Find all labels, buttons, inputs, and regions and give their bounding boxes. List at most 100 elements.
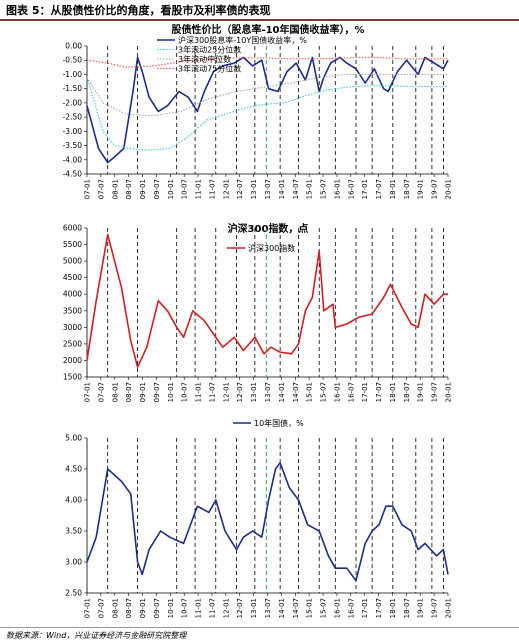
x-tick-label: 19-01 (417, 179, 425, 199)
x-tick-label: 18-07 (403, 382, 411, 402)
x-tick-label: 09-07 (153, 179, 161, 199)
footer-divider (0, 627, 519, 628)
x-tick-label: 12-01 (222, 382, 230, 402)
y-tick-label: -0.50 (63, 56, 83, 65)
x-tick-label: 10-07 (181, 179, 189, 199)
x-tick-label: 17-01 (361, 598, 369, 618)
y-tick-label: 6000 (63, 224, 82, 233)
x-tick-label: 07-01 (84, 598, 92, 618)
y-tick-label: -4.00 (63, 155, 83, 164)
series-line-2-1 (86, 233, 448, 368)
y-tick-label: 3.00 (65, 558, 82, 567)
x-tick-label: 17-07 (375, 382, 383, 402)
y-tick-label: -4.50 (63, 170, 83, 179)
x-tick-label: 12-01 (222, 179, 230, 199)
x-tick-label: 08-07 (125, 598, 133, 618)
x-tick-label: 15-07 (320, 382, 328, 402)
x-tick-label: 14-01 (278, 598, 286, 618)
x-tick-label: 12-07 (236, 179, 244, 199)
x-tick-label: 11-07 (208, 382, 216, 402)
x-tick-label: 13-01 (250, 179, 258, 199)
y-tick-label: 4.50 (65, 465, 82, 474)
x-tick-label: 09-01 (139, 598, 147, 618)
y-tick-label: -3.00 (63, 127, 83, 136)
x-tick-label: 20-01 (445, 382, 453, 402)
x-tick-label: 17-07 (375, 179, 383, 199)
x-tick-label: 18-01 (389, 598, 397, 618)
x-tick-label: 13-01 (250, 598, 258, 618)
chart-1-title: 股债性价比（股息率-10年国债收益率），% (171, 23, 364, 36)
x-tick-label: 12-01 (222, 598, 230, 618)
x-tick-label: 15-01 (306, 179, 314, 199)
x-tick-label: 19-07 (431, 382, 439, 402)
x-tick-label: 09-01 (139, 179, 147, 199)
series-line-3-1 (86, 461, 449, 582)
y-tick-label: 3.50 (65, 527, 82, 536)
x-tick-label: 16-07 (347, 382, 355, 402)
y-tick-label: 2.50 (65, 589, 82, 598)
x-tick-label: 09-01 (139, 382, 147, 402)
x-tick-label: 13-07 (264, 382, 272, 402)
y-tick-label: 3000 (63, 323, 82, 332)
legend-label: 3年滚动25分位数 (178, 45, 241, 55)
x-tick-label: 14-07 (292, 179, 300, 199)
y-tick-label: 2000 (63, 356, 82, 365)
x-tick-label: 19-07 (431, 179, 439, 199)
series-line-1-2 (86, 77, 448, 151)
x-tick-label: 11-01 (195, 598, 203, 618)
y-tick-label: -3.50 (63, 141, 83, 150)
legend-label: 3年滚动75分位数 (178, 64, 241, 74)
x-tick-label: 16-07 (347, 179, 355, 199)
x-tick-label: 07-01 (84, 382, 92, 402)
x-tick-label: 07-07 (97, 382, 105, 402)
y-tick-label: 2500 (63, 339, 82, 348)
series-line-1-4 (86, 56, 448, 68)
series-line-1-3 (86, 73, 448, 117)
x-tick-label: 10-01 (167, 382, 175, 402)
y-tick-label: 3500 (63, 306, 82, 315)
x-tick-label: 08-07 (125, 179, 133, 199)
figure-header (0, 0, 519, 21)
x-tick-label: 11-01 (195, 382, 203, 402)
x-tick-label: 17-01 (361, 179, 369, 199)
x-tick-label: 16-07 (347, 598, 355, 618)
y-tick-label: 4500 (63, 273, 82, 282)
x-tick-label: 15-07 (320, 598, 328, 618)
y-tick-label: -1.50 (63, 84, 83, 93)
x-tick-label: 20-01 (445, 179, 453, 199)
figure-source: 数据来源：Wind，兴业证券经济与金融研究院整理 (6, 631, 187, 640)
x-tick-label: 15-01 (306, 598, 314, 618)
x-tick-label: 15-07 (320, 179, 328, 199)
x-tick-label: 18-01 (389, 179, 397, 199)
x-tick-label: 18-07 (403, 179, 411, 199)
y-tick-label: 1500 (63, 373, 82, 382)
chart-2-title: 沪深300指数，点 (228, 222, 309, 235)
x-tick-label: 17-01 (361, 382, 369, 402)
x-tick-label: 13-07 (264, 598, 272, 618)
x-tick-label: 07-01 (84, 179, 92, 199)
x-tick-label: 11-07 (208, 179, 216, 199)
x-tick-label: 10-07 (181, 598, 189, 618)
x-tick-label: 10-01 (167, 598, 175, 618)
x-tick-label: 14-01 (278, 382, 286, 402)
x-tick-label: 08-01 (111, 179, 119, 199)
y-tick-label: -1.00 (63, 70, 83, 79)
x-tick-label: 19-01 (417, 382, 425, 402)
x-tick-label: 11-01 (195, 179, 203, 199)
y-tick-label: 5.00 (65, 434, 82, 443)
y-tick-label: 5500 (63, 240, 82, 249)
y-tick-label: 4000 (63, 290, 82, 299)
series-line-1-1 (86, 56, 449, 164)
figure-title: 图表 5：从股债性价比的角度，看股市及利率债的表现 (6, 4, 271, 17)
legend-label: 3年滚动中位数 (178, 54, 231, 64)
x-tick-label: 12-07 (236, 382, 244, 402)
y-tick-label: 0.00 (65, 42, 82, 51)
legend-label: 沪深300指数 (248, 243, 295, 253)
x-tick-label: 10-01 (167, 179, 175, 199)
legend-label: 沪深300股息率-10Y国债收益率，% (178, 35, 307, 45)
x-tick-label: 08-01 (111, 382, 119, 402)
x-tick-label: 13-07 (264, 179, 272, 199)
y-tick-label: 5000 (63, 257, 82, 266)
x-tick-label: 07-07 (97, 179, 105, 199)
